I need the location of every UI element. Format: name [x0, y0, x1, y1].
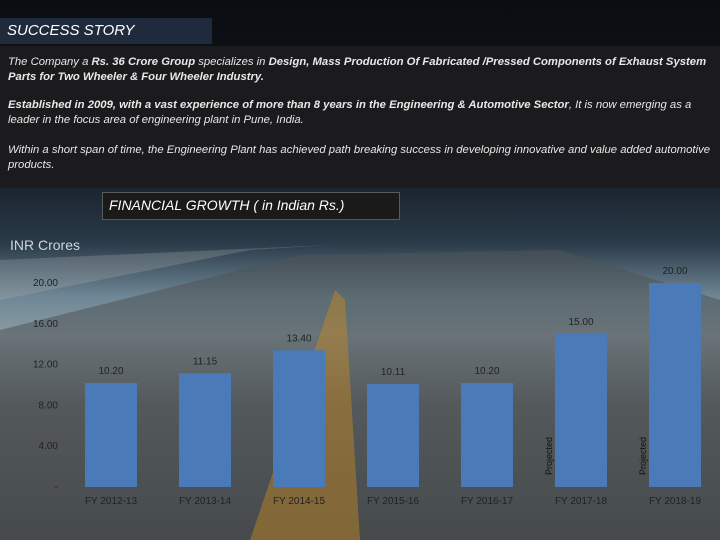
unit-label: INR Crores [10, 237, 81, 253]
y-tick-label: 12.00 [33, 360, 58, 371]
y-tick-label: 8.00 [39, 400, 59, 411]
para1-part-a: The Company a [8, 56, 92, 68]
para1-part-b: Rs. 36 Crore Group [91, 56, 196, 68]
y-tick-label: - [55, 482, 58, 493]
x-tick-label: FY 2016-17 [461, 496, 514, 507]
x-tick-label: FY 2015-16 [367, 496, 420, 507]
data-label: 10.20 [474, 366, 499, 377]
bar [367, 383, 419, 487]
data-label: 15.00 [568, 317, 593, 328]
x-tick-label: FY 2012-13 [85, 496, 138, 507]
bar [461, 382, 513, 487]
data-label: 11.15 [193, 356, 218, 367]
projected-annotation: Projected [544, 437, 554, 475]
paragraph-company: The Company a Rs. 36 Crore Group special… [8, 55, 714, 85]
y-tick-label: 4.00 [39, 441, 59, 452]
chart-title: FINANCIAL GROWTH ( in Indian Rs.) [109, 197, 345, 213]
x-tick-label: FY 2014-15 [273, 496, 326, 507]
page-title: SUCCESS STORY [7, 22, 135, 39]
para2-part-b: , It is now emerging as a leader in the … [8, 99, 692, 126]
bar [649, 283, 701, 487]
data-label: 20.00 [662, 266, 687, 277]
chart-title-box: FINANCIAL GROWTH ( in Indian Rs.) [102, 192, 400, 220]
paragraph-achievement: Within a short span of time, the Enginee… [8, 144, 711, 171]
para1-part-d: Design, Mass Production Of Fabricated /P… [8, 56, 707, 83]
paragraph-established: Established in 2009, with a vast experie… [8, 98, 714, 128]
bar [273, 350, 325, 487]
x-tick-label: FY 2017-18 [555, 496, 608, 507]
para1-part-c: specializes in [195, 56, 269, 68]
x-tick-label: FY 2018-19 [649, 496, 702, 507]
para2-part-a: Established in 2009, with a vast experie… [8, 99, 569, 111]
bar [85, 382, 137, 487]
y-tick-label: 16.00 [33, 319, 58, 330]
company-description: The Company a Rs. 36 Crore Group special… [0, 46, 720, 188]
data-label: 13.40 [286, 333, 311, 344]
data-label: 10.11 [381, 367, 406, 378]
data-label: 10.20 [98, 366, 123, 377]
x-tick-label: FY 2013-14 [179, 496, 232, 507]
bar [179, 373, 231, 487]
bar [555, 334, 607, 487]
y-tick-label: 20.00 [33, 278, 58, 289]
projected-annotation: Projected [638, 437, 648, 475]
success-story-banner: SUCCESS STORY [0, 18, 212, 44]
